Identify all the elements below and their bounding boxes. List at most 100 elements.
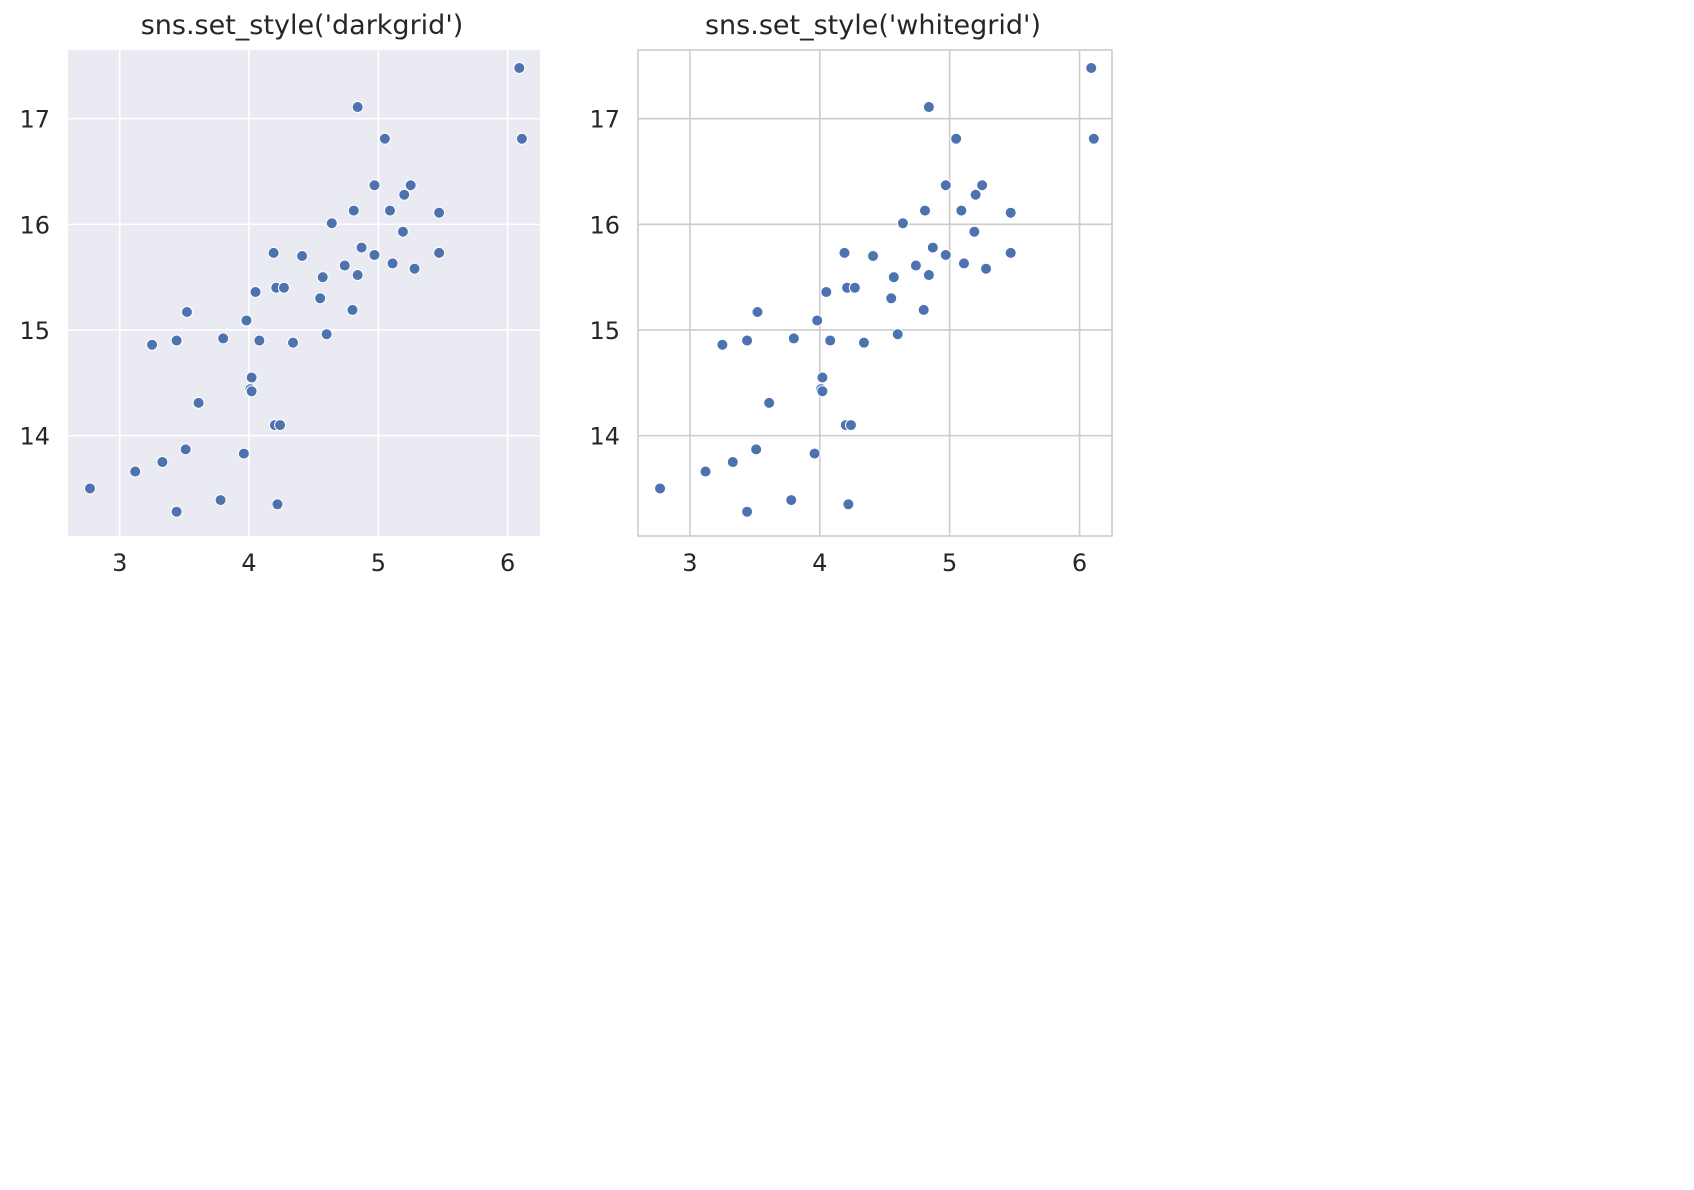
whitegrid-scatter-point — [654, 482, 667, 495]
whitegrid-scatter-point — [896, 217, 909, 230]
darkgrid-scatter-point — [217, 332, 230, 345]
whitegrid-scatter-point — [716, 338, 729, 351]
darkgrid-y-tick-label: 16 — [19, 211, 50, 239]
darkgrid-scatter-point — [513, 61, 526, 74]
darkgrid-x-tick-label: 5 — [371, 549, 386, 577]
whitegrid-scatter-point — [741, 334, 754, 347]
whitegrid-x-tick-label: 6 — [1072, 549, 1087, 577]
whitegrid-scatter-point — [741, 505, 754, 518]
darkgrid-x-tick-label: 3 — [112, 549, 127, 577]
darkgrid-scatter-point — [351, 269, 364, 282]
whitegrid-scatter-point — [955, 204, 968, 217]
darkgrid-scatter-point — [83, 482, 96, 495]
darkgrid-scatter-point — [253, 334, 266, 347]
darkgrid-scatter-point — [346, 303, 359, 316]
whitegrid-scatter-point — [887, 271, 900, 284]
darkgrid-y-tick-label: 17 — [19, 106, 50, 134]
whitegrid-scatter-point — [1004, 206, 1017, 219]
darkgrid-scatter-point — [398, 188, 411, 201]
whitegrid-panel: 3 4 5 6 14 15 16 17 sns.set_style('whitegrid') — [589, 10, 1113, 577]
darkgrid-scatter-point — [314, 292, 327, 305]
whitegrid-scatter-point — [1087, 132, 1100, 145]
whitegrid-scatter-point — [939, 179, 952, 192]
darkgrid-scatter-point — [396, 225, 409, 238]
whitegrid-scatter-point — [980, 262, 993, 275]
darkgrid-scatter-point — [271, 498, 284, 511]
whitegrid-scatter-point — [917, 303, 930, 316]
whitegrid-plot-area — [638, 50, 1112, 536]
whitegrid-y-tick-label: 15 — [589, 317, 620, 345]
whitegrid-x-tick-label: 5 — [942, 549, 957, 577]
darkgrid-scatter-point — [192, 396, 205, 409]
whitegrid-scatter-point — [969, 188, 982, 201]
whitegrid-scatter-point — [1004, 246, 1017, 259]
darkgrid-scatter-point — [267, 246, 280, 259]
darkgrid-scatter-point — [245, 371, 258, 384]
darkgrid-scatter-point — [170, 334, 183, 347]
darkgrid-scatter-point — [237, 447, 250, 460]
whitegrid-scatter-point — [926, 241, 939, 254]
darkgrid-scatter-point — [383, 204, 396, 217]
darkgrid-scatter-point — [296, 250, 309, 263]
darkgrid-scatter-point — [347, 204, 360, 217]
whitegrid-scatter-point — [763, 396, 776, 409]
whitegrid-scatter-point — [976, 179, 989, 192]
darkgrid-x-tick-label: 6 — [500, 549, 515, 577]
darkgrid-scatter-point — [351, 101, 364, 114]
darkgrid-scatter-point — [338, 259, 351, 272]
whitegrid-scatter-point — [939, 248, 952, 261]
darkgrid-scatter-point — [129, 465, 142, 478]
whitegrid-scatter-point — [751, 306, 764, 319]
darkgrid-plot-area — [68, 50, 540, 536]
whitegrid-x-tick-label: 4 — [812, 549, 827, 577]
darkgrid-scatter-point — [368, 248, 381, 261]
whitegrid-scatter-point — [891, 328, 904, 341]
darkgrid-x-tick-label: 4 — [241, 549, 256, 577]
darkgrid-scatter-point — [277, 281, 290, 294]
whitegrid-scatter-point — [787, 332, 800, 345]
whitegrid-scatter-point — [968, 225, 981, 238]
darkgrid-scatter-point — [146, 338, 159, 351]
whitegrid-scatter-point — [918, 204, 931, 217]
darkgrid-scatter-point — [287, 336, 300, 349]
whitegrid-scatter-point — [816, 385, 829, 398]
darkgrid-scatter-point — [386, 257, 399, 270]
whitegrid-y-tick-label: 17 — [589, 106, 620, 134]
darkgrid-scatter-point — [404, 179, 417, 192]
whitegrid-scatter-point — [844, 419, 857, 432]
whitegrid-scatter-point — [867, 250, 880, 263]
darkgrid-scatter-point — [515, 132, 528, 145]
darkgrid-scatter-point — [180, 306, 193, 319]
whitegrid-scatter-point — [909, 259, 922, 272]
whitegrid-scatter-point — [957, 257, 970, 270]
whitegrid-scatter-point — [1085, 61, 1098, 74]
whitegrid-y-tick-label: 14 — [589, 423, 620, 451]
darkgrid-scatter-point — [316, 271, 329, 284]
whitegrid-scatter-point — [726, 456, 739, 469]
whitegrid-scatter-point — [699, 465, 712, 478]
whitegrid-scatter-point — [811, 314, 824, 327]
darkgrid-scatter-point — [170, 505, 183, 518]
darkgrid-scatter-point — [249, 285, 262, 298]
whitegrid-frame — [637, 49, 1113, 537]
whitegrid-scatter-point — [857, 336, 870, 349]
whitegrid-y-tick-label: 16 — [589, 211, 620, 239]
darkgrid-scatter-point — [214, 494, 227, 507]
whitegrid-scatter-point — [885, 292, 898, 305]
darkgrid-scatter-point — [408, 262, 421, 275]
darkgrid-scatter-point — [433, 246, 446, 259]
whitegrid-scatter-point — [750, 443, 763, 456]
whitegrid-scatter-point — [816, 371, 829, 384]
darkgrid-scatter-point — [179, 443, 192, 456]
whitegrid-scatter-point — [838, 246, 851, 259]
darkgrid-y-tick-label: 14 — [19, 423, 50, 451]
darkgrid-scatter-point — [320, 328, 333, 341]
darkgrid-scatter-point — [325, 217, 338, 230]
whitegrid-scatter-point — [842, 498, 855, 511]
darkgrid-scatter-point — [245, 385, 258, 398]
darkgrid-scatter-point — [368, 179, 381, 192]
darkgrid-title: sns.set_style('darkgrid') — [141, 10, 464, 41]
darkgrid-scatter-point — [378, 132, 391, 145]
whitegrid-scatter-point — [820, 285, 833, 298]
